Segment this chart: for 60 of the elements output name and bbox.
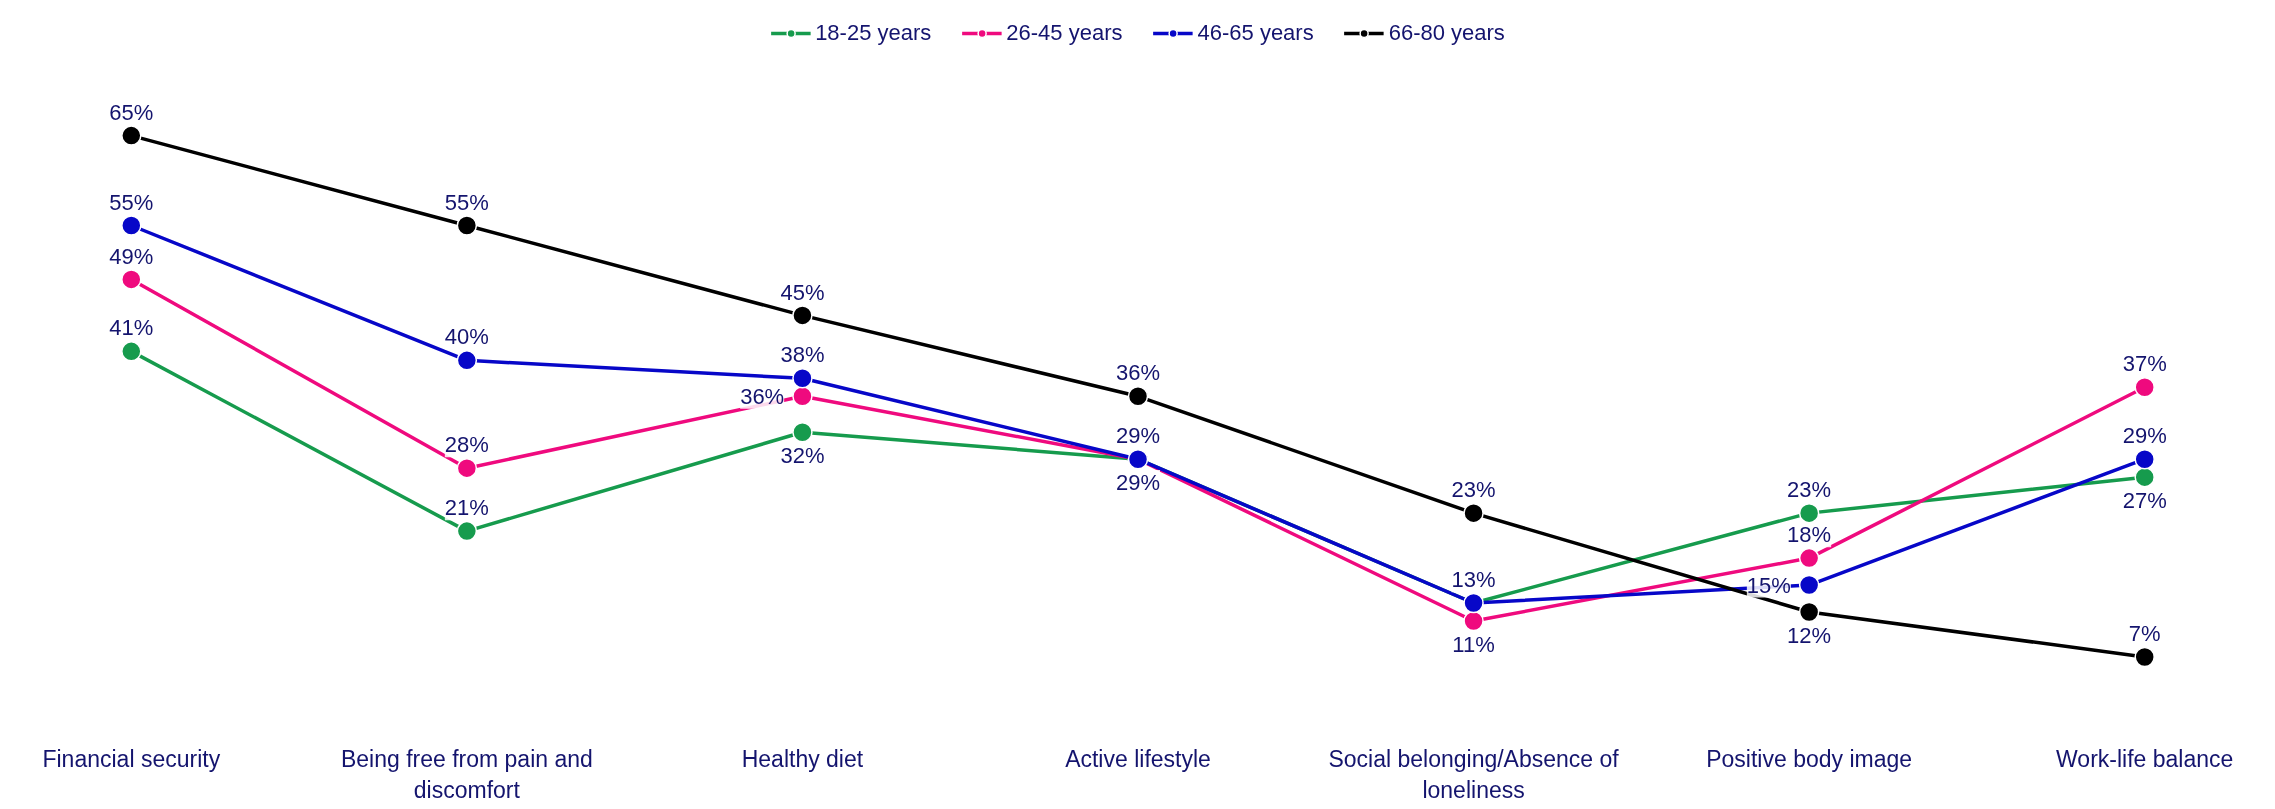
data-label: 41% xyxy=(109,315,154,341)
data-label: 55% xyxy=(444,189,489,215)
legend-label: 46-65 years xyxy=(1197,20,1314,46)
data-label: 23% xyxy=(1451,477,1496,503)
data-label: 27% xyxy=(2122,488,2167,514)
data-label: 38% xyxy=(780,342,825,368)
data-label: 21% xyxy=(444,495,489,521)
x-tick-label: Being free from pain and discomfort xyxy=(340,745,593,803)
point xyxy=(456,215,478,236)
point xyxy=(2134,646,2155,668)
point xyxy=(2134,448,2155,470)
data-label: 49% xyxy=(109,243,154,269)
point xyxy=(456,350,478,371)
legend-label: 66-80 years xyxy=(1388,20,1505,46)
data-label: 13% xyxy=(1451,567,1496,593)
data-label: 28% xyxy=(444,432,489,458)
point xyxy=(1463,610,1484,632)
data-label: 7% xyxy=(2128,621,2161,647)
point xyxy=(121,269,142,290)
point xyxy=(456,520,478,542)
point xyxy=(121,125,142,146)
point xyxy=(1463,502,1484,524)
x-tick-label: Positive body image xyxy=(1706,745,1913,772)
data-label: 40% xyxy=(444,324,489,350)
data-label: 45% xyxy=(780,279,825,305)
point xyxy=(121,215,142,236)
point xyxy=(1798,547,1820,569)
data-label: 36% xyxy=(1115,360,1161,386)
point xyxy=(792,422,813,443)
legend-label: 18-25 years xyxy=(815,20,932,46)
point xyxy=(121,341,142,362)
data-label: 18% xyxy=(1787,522,1832,548)
point xyxy=(456,457,478,479)
point xyxy=(1798,601,1820,623)
x-tick-label: Financial security xyxy=(42,745,221,772)
data-label: 36% xyxy=(740,383,785,409)
data-label: 55% xyxy=(109,189,154,215)
point xyxy=(1798,574,1820,596)
point xyxy=(1127,386,1149,407)
data-label: 11% xyxy=(1452,631,1495,657)
point xyxy=(792,386,813,407)
x-tick-label: Active lifestyle xyxy=(1065,745,1211,772)
legend-label: 26-45 years xyxy=(1006,20,1123,46)
x-tick-label: Healthy diet xyxy=(741,745,864,772)
data-label: 29% xyxy=(1115,470,1161,496)
data-label: 37% xyxy=(2122,351,2167,377)
data-label: 23% xyxy=(1787,477,1832,503)
point xyxy=(2134,466,2155,488)
data-label: 12% xyxy=(1787,622,1832,648)
data-label: 29% xyxy=(2122,423,2167,449)
point xyxy=(2134,377,2155,398)
data-label: 65% xyxy=(109,99,154,125)
x-tick-label: Social belonging/Absence of loneliness xyxy=(1328,745,1620,803)
point xyxy=(792,305,813,326)
point xyxy=(792,368,813,389)
x-tick-label: Work-life balance xyxy=(2056,745,2234,772)
point xyxy=(1798,502,1820,524)
data-label: 15% xyxy=(1746,572,1791,598)
data-label: 29% xyxy=(1115,423,1161,449)
data-label: 32% xyxy=(780,443,825,469)
